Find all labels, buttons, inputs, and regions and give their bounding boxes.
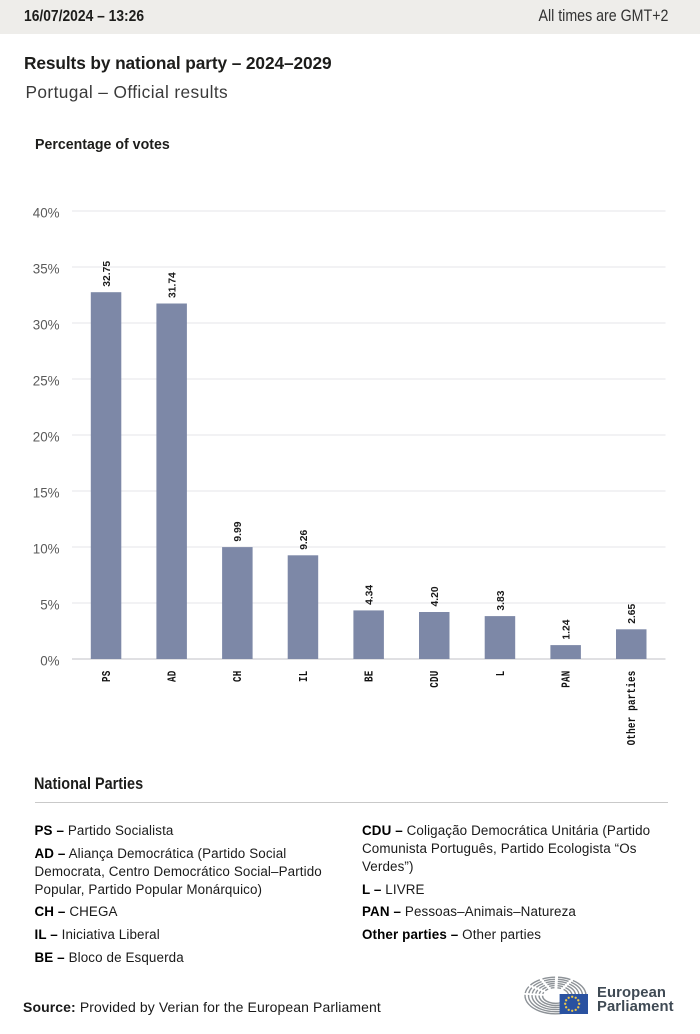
svg-text:2.65: 2.65 — [627, 603, 638, 623]
svg-text:PS: PS — [101, 670, 114, 682]
svg-text:20%: 20% — [33, 430, 60, 445]
svg-text:AD: AD — [167, 671, 180, 683]
svg-text:9.99: 9.99 — [233, 521, 244, 541]
svg-text:32.75: 32.75 — [102, 261, 113, 287]
svg-text:IL: IL — [298, 671, 311, 683]
svg-text:4.34: 4.34 — [365, 585, 376, 605]
svg-text:BE: BE — [364, 671, 377, 683]
svg-text:0%: 0% — [40, 654, 59, 669]
svg-text:3.83: 3.83 — [496, 590, 507, 610]
svg-text:35%: 35% — [33, 262, 60, 277]
svg-text:40%: 40% — [33, 206, 60, 221]
svg-text:31.74: 31.74 — [168, 272, 179, 298]
svg-text:5%: 5% — [40, 598, 59, 613]
svg-text:CH: CH — [232, 671, 245, 683]
svg-text:Other parties: Other parties — [626, 671, 639, 746]
svg-text:9.26: 9.26 — [299, 529, 310, 549]
svg-text:L: L — [495, 671, 508, 677]
svg-text:15%: 15% — [33, 486, 60, 501]
svg-text:30%: 30% — [33, 318, 60, 333]
svg-text:PAN: PAN — [561, 671, 574, 688]
svg-text:25%: 25% — [33, 374, 60, 389]
svg-text:1.24: 1.24 — [562, 619, 573, 639]
svg-text:10%: 10% — [33, 542, 60, 557]
svg-text:4.20: 4.20 — [430, 586, 441, 606]
svg-text:CDU: CDU — [429, 671, 442, 688]
